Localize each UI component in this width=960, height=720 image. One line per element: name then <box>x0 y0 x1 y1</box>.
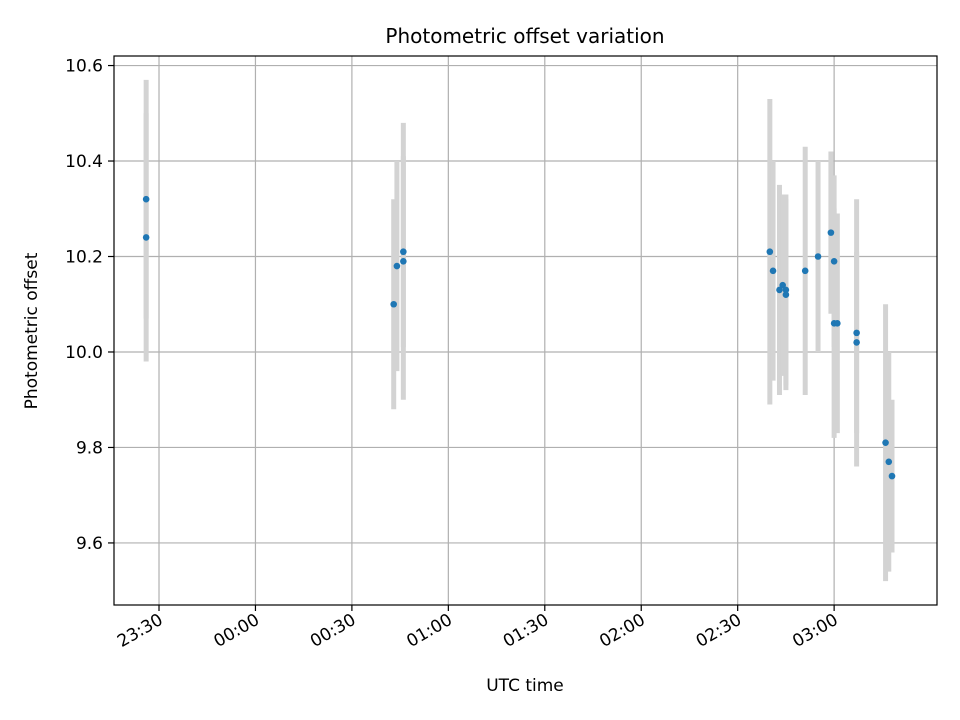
data-point <box>830 257 838 265</box>
data-point <box>882 439 889 446</box>
data-point <box>776 286 783 294</box>
data-point <box>390 300 397 308</box>
y-axis-label: Photometric offset <box>22 252 42 409</box>
y-tick-label: 9.8 <box>76 438 103 458</box>
plot-frame <box>113 55 938 606</box>
data-point <box>766 248 774 256</box>
data-point <box>853 339 860 346</box>
data-points <box>142 195 896 480</box>
data-point <box>400 257 407 265</box>
grid <box>114 56 937 605</box>
data-point <box>853 329 860 337</box>
data-point <box>885 458 893 466</box>
y-tick-label: 9.6 <box>76 534 103 554</box>
y-tick-label: 10.0 <box>65 343 103 363</box>
data-point <box>814 253 822 260</box>
y-tick-label: 10.6 <box>65 57 103 77</box>
data-point <box>393 262 401 270</box>
x-axis-label: UTC time <box>486 676 564 696</box>
data-point <box>782 286 790 294</box>
y-tick-label: 10.2 <box>65 248 103 268</box>
data-point <box>142 234 150 241</box>
data-point <box>769 267 777 275</box>
chart-title: Photometric offset variation <box>385 24 664 48</box>
data-point <box>827 229 835 236</box>
data-point <box>888 472 896 480</box>
data-point <box>779 281 786 289</box>
data-point <box>801 267 809 275</box>
y-axis-ticks: 9.6 9.8 10.0 10.2 10.4 10.6 <box>65 57 114 554</box>
y-tick-label: 10.4 <box>65 152 103 172</box>
data-point <box>834 320 841 327</box>
data-point <box>142 195 150 203</box>
data-point <box>782 291 790 298</box>
data-point <box>400 248 407 256</box>
